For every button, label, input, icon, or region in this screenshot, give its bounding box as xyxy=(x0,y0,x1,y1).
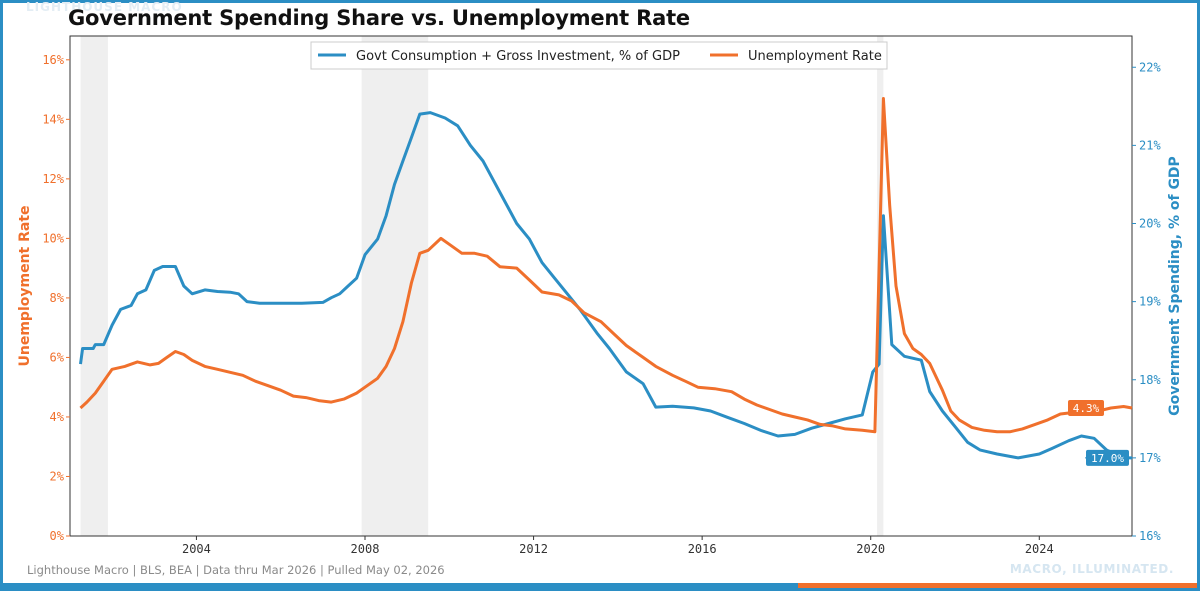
x-tick-label-2024: 2024 xyxy=(1025,542,1054,556)
series-line-govt-spending xyxy=(79,111,1132,460)
right-tick-label-19: 19% xyxy=(1139,295,1161,309)
left-tick-label-6: 6% xyxy=(50,350,65,364)
x-tick-label-2004: 2004 xyxy=(182,542,211,556)
x-tick-label-2008: 2008 xyxy=(351,542,380,556)
x-tick-label-2020: 2020 xyxy=(856,542,885,556)
legend-label-govt: Govt Consumption + Gross Investment, % o… xyxy=(356,49,680,64)
series-line-unemployment xyxy=(79,97,1133,434)
right-tick-label-21: 21% xyxy=(1139,138,1161,152)
govt-spending-last-value-label: 17.0% xyxy=(1091,452,1124,465)
recession-band-0 xyxy=(80,36,108,536)
footer-tagline: MACRO, ILLUMINATED. xyxy=(1009,562,1174,576)
right-tick-label-22: 22% xyxy=(1139,60,1161,74)
watermark-top: LIGHTHOUSE MACRO xyxy=(26,0,183,14)
right-tick-label-17: 17% xyxy=(1139,451,1161,465)
left-tick-label-4: 4% xyxy=(50,410,65,424)
chart-title: Government Spending Share vs. Unemployme… xyxy=(68,6,690,30)
legend: Govt Consumption + Gross Investment, % o… xyxy=(310,41,888,70)
left-tick-label-8: 8% xyxy=(50,291,65,305)
legend-box xyxy=(310,41,888,70)
right-axis-title: Government Spending, % of GDP xyxy=(1167,156,1183,416)
left-axis-ticks: 0% 2% 4% 6% 8% 10% 12% 14% 16% xyxy=(42,53,70,543)
legend-label-unemp: Unemployment Rate xyxy=(748,49,882,64)
right-tick-label-20: 20% xyxy=(1139,217,1161,231)
recession-band-1 xyxy=(361,36,429,536)
bottom-accent-orange xyxy=(798,583,1197,588)
left-tick-label-16: 16% xyxy=(42,53,64,67)
right-tick-label-18: 18% xyxy=(1139,373,1161,387)
x-tick-label-2016: 2016 xyxy=(688,542,717,556)
unemployment-last-value-badge xyxy=(1068,400,1104,417)
left-tick-label-0: 0% xyxy=(50,529,65,543)
recession-shading xyxy=(80,36,884,536)
left-axis-title: Unemployment Rate xyxy=(17,205,33,366)
x-tick-label-2012: 2012 xyxy=(519,542,548,556)
left-tick-label-10: 10% xyxy=(42,231,64,245)
last-value-badges: 17.0% 4.3% xyxy=(1068,400,1132,466)
plot-area-border xyxy=(69,35,1133,537)
bottom-accent-blue xyxy=(3,583,798,588)
left-tick-label-12: 12% xyxy=(42,172,64,186)
right-tick-label-16: 16% xyxy=(1139,529,1161,543)
footer-source: Lighthouse Macro | BLS, BEA | Data thru … xyxy=(27,563,445,577)
left-tick-label-14: 14% xyxy=(42,112,64,126)
series-lines xyxy=(79,97,1133,460)
left-tick-label-2: 2% xyxy=(50,469,65,483)
unemployment-last-value-label: 4.3% xyxy=(1073,402,1100,415)
right-axis-ticks: 16% 17% 18% 19% 20% 21% 22% xyxy=(1132,60,1161,543)
x-axis-ticks: 2004 2008 2012 2016 2020 2024 xyxy=(182,536,1054,556)
govt-spending-last-value-badge xyxy=(1086,449,1129,466)
